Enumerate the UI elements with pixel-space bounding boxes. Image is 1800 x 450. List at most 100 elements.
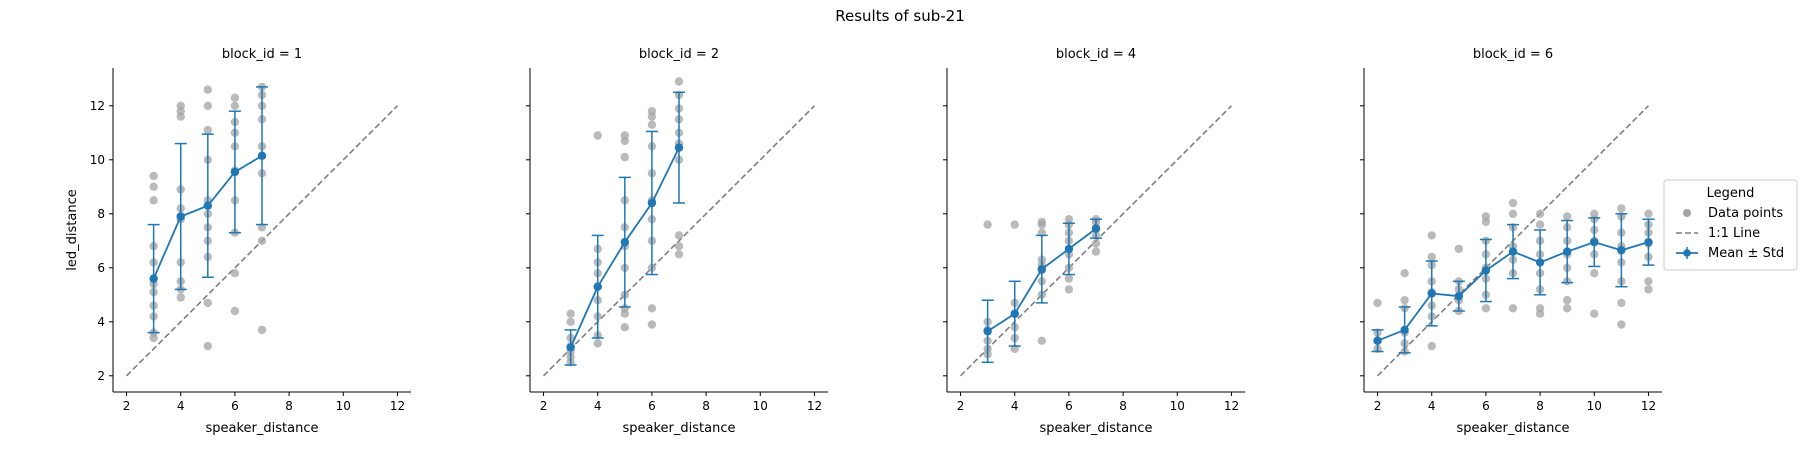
data-point [674,242,684,251]
y-tick-label: 6 [97,261,105,275]
x-tick-label: 6 [648,399,656,413]
x-tick-label: 8 [1119,399,1127,413]
mean-point [620,237,630,247]
x-axis-label: speaker_distance [1040,421,1153,436]
data-point [230,101,240,111]
data-point [1535,209,1545,218]
x-tick-label: 4 [177,399,185,413]
x-tick-label: 12 [1224,399,1239,413]
x-tick-label: 2 [1374,399,1382,413]
data-point [176,293,185,302]
data-point [257,236,267,245]
panels: block_id = 1 2 4 6 8 10 12 2 4 6 8 10 12 speaker_dist… [65,47,1662,436]
x-tick-label: 10 [1587,399,1602,413]
x-tick-label: 2 [123,399,131,413]
data-point [647,320,657,329]
panel-title: block_id = 6 [1473,47,1553,62]
mean-point [1644,237,1653,247]
data-point [1037,336,1047,345]
data-point [647,107,657,116]
data-point [1400,296,1409,305]
data-point [1644,285,1653,294]
mean-point [983,327,992,336]
data-point [1590,309,1599,318]
legend-label: Data points [1708,206,1783,221]
data-point [1590,269,1599,278]
data-point [149,171,158,181]
legend-title: Legend [1707,186,1755,201]
y-tick-label: 8 [97,207,105,221]
data-point [149,196,158,205]
data-point [203,85,213,94]
panel-title: block_id = 2 [639,47,719,62]
data-point [593,339,602,348]
mean-point [1010,309,1019,318]
mean-point [647,198,657,208]
x-axis-label: speaker_distance [623,421,736,436]
data-point [1508,198,1518,208]
data-point [647,304,657,313]
data-point [1010,220,1019,229]
data-point [257,325,267,335]
x-tick-label: 6 [1065,399,1073,413]
x-tick-label: 2 [540,399,548,413]
data-point [1064,215,1074,224]
data-point [674,231,684,240]
panel-title: block_id = 4 [1056,47,1136,62]
mean-point [1454,291,1464,301]
data-point [1535,304,1545,313]
legend-mean-point-marker [1683,249,1691,257]
data-point [203,101,213,111]
x-tick-label: 8 [285,399,293,413]
panel-1: block_id = 1 2 4 6 8 10 12 2 4 6 8 10 12 speaker_dist… [65,47,411,436]
legend: Legend Data points 1:1 Line Mean ± Std [1663,179,1798,271]
mean-point [1427,289,1436,298]
data-point [566,309,575,318]
x-axis-label: speaker_distance [1457,421,1570,436]
data-point [1037,217,1047,227]
data-point [230,93,240,102]
data-point [1508,304,1518,313]
mean-point [230,167,240,177]
figure-title: Results of sub-21 [835,7,965,25]
y-tick-label: 4 [97,315,105,329]
y-axis-label: led_distance [65,189,80,270]
data-point [1617,320,1626,329]
y-tick-label: 10 [90,153,105,167]
data-point [593,131,602,140]
data-point [1064,285,1074,294]
data-point [149,182,158,191]
data-point [647,120,657,129]
mean-point [176,212,185,221]
data-point [1373,298,1382,308]
mean-point [1373,336,1382,345]
data-point [1590,209,1599,218]
data-point [1481,212,1491,221]
legend-label: Mean ± Std [1708,246,1784,261]
data-point [1535,220,1545,229]
x-tick-label: 4 [1428,399,1436,413]
mean-point [1037,264,1047,274]
data-point [566,317,575,326]
x-tick-label: 12 [390,399,405,413]
x-axis-label: speaker_distance [206,421,319,436]
x-tick-label: 6 [231,399,239,413]
data-point [1617,204,1626,213]
legend-box [1663,179,1798,271]
x-tick-label: 10 [753,399,768,413]
y-tick-label: 12 [90,99,105,113]
data-point [1454,244,1464,254]
x-tick-label: 10 [1170,399,1185,413]
mean-point [1400,325,1409,335]
identity-line [542,105,816,377]
data-point [230,306,240,316]
data-point [203,298,213,308]
mean-point [257,151,267,160]
data-point [1064,274,1074,283]
x-tick-label: 10 [336,399,351,413]
mean-point [149,274,158,283]
data-point [983,220,992,229]
mean-point [674,143,684,152]
